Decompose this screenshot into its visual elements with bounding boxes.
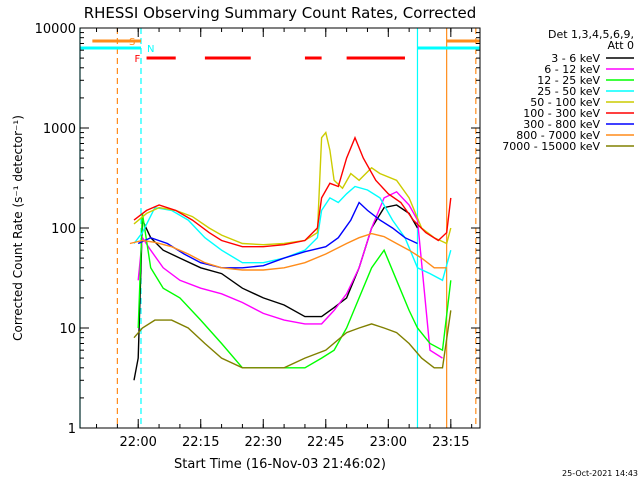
flag-n-label: N — [147, 44, 154, 55]
series-line-6 — [137, 201, 418, 269]
y-tick-label: 1 — [68, 422, 76, 437]
x-tick-label: 22:30 — [245, 435, 282, 450]
footer-timestamp: 25-Oct-2021 14:43 — [562, 469, 638, 478]
legend-label: 50 - 100 keV — [530, 96, 600, 109]
flag-bars: S NF — [79, 28, 480, 428]
flag-f-label: F — [135, 54, 141, 65]
legend-label: 6 - 12 keV — [544, 63, 600, 76]
series-line-8 — [133, 310, 452, 369]
x-tick-label: 22:45 — [307, 435, 344, 450]
flag-s-label: S — [129, 37, 135, 48]
y-tick-label: 10000 — [35, 22, 76, 37]
x-axis-label: Start Time (16-Nov-03 21:46:02) — [174, 457, 386, 472]
x-tick-label: 22:00 — [119, 435, 156, 450]
series-line-4 — [133, 131, 452, 246]
legend-label: 7000 - 15000 keV — [502, 140, 600, 153]
legend-label: 12 - 25 keV — [537, 74, 600, 87]
legend-label: 25 - 50 keV — [537, 85, 600, 98]
y-tick-label: 1000 — [43, 122, 76, 137]
legend-label: 100 - 300 keV — [523, 107, 600, 120]
x-tick-label: 23:15 — [432, 435, 469, 450]
y-tick-label: 10 — [59, 322, 76, 337]
x-tick-label: 23:00 — [370, 435, 407, 450]
legend-header: Det 1,3,4,5,6,9, — [548, 28, 634, 41]
y-tick-label: 100 — [51, 222, 76, 237]
axes: 1 10 100 1000 10000 22:00 22:15 22:30 22:45 23:00… — [35, 22, 481, 450]
legend-label: 3 - 6 keV — [551, 52, 600, 65]
chart-title: RHESSI Observing Summary Count Rates, Co… — [84, 4, 477, 22]
series-line-5 — [133, 135, 452, 248]
series-lines — [129, 131, 452, 381]
legend-label: 800 - 7000 keV — [516, 129, 600, 142]
y-axis-label: Corrected Count Rate (s⁻¹ detector⁻¹) — [11, 115, 25, 341]
legend-header: Att 0 — [608, 39, 634, 52]
series-line-7 — [129, 232, 447, 271]
x-tick-label: 22:15 — [182, 435, 219, 450]
series-line-1 — [137, 190, 443, 359]
series-line-2 — [137, 213, 452, 369]
legend-label: 300 - 800 keV — [523, 118, 600, 131]
